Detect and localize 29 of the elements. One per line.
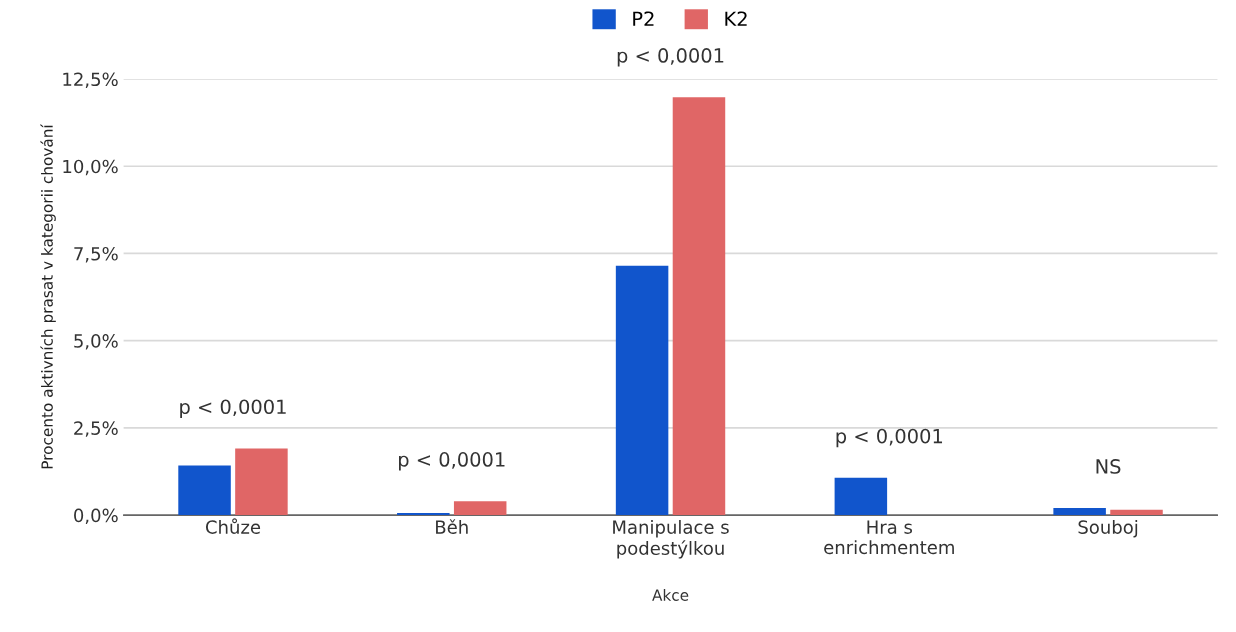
legend-label: P2 [633, 11, 654, 26]
bar [453, 501, 507, 516]
y-tick-label: 2,5% [74, 421, 118, 437]
y-tick-label: 0,0% [74, 508, 118, 525]
bar [1053, 508, 1106, 516]
x-axis-title: Akce [652, 589, 689, 601]
x-tick-label: Chůze [205, 518, 261, 534]
x-tick-label: Souboj [1078, 519, 1138, 538]
y-tick-label: 7,5% [74, 246, 118, 263]
annotation: p < 0,0001 [399, 452, 505, 471]
y-tick-label: 10,0% [63, 159, 118, 176]
bar [235, 448, 288, 516]
annotation: NS [1096, 459, 1121, 474]
annotation: p < 0,0001 [836, 428, 943, 448]
bar [834, 477, 888, 516]
y-axis-title: Procento aktivních prasat v kategorii chování [40, 123, 56, 469]
x-tick-label: Manipulace s podestýlkou [613, 519, 729, 559]
bar [397, 512, 450, 516]
legend-label: K2 [725, 11, 747, 26]
x-tick-label: Hra s enrichmentem [824, 520, 954, 555]
annotation: p < 0,0001 [180, 399, 286, 418]
text: p < 0,0001 [617, 48, 724, 67]
x-tick-label: Běh [436, 519, 468, 534]
bar [615, 265, 669, 516]
bar [1110, 509, 1163, 516]
bar [178, 465, 231, 516]
bar [672, 97, 726, 516]
y-tick-label: 12,5% [63, 72, 118, 88]
y-tick-label: 5,0% [74, 334, 118, 350]
